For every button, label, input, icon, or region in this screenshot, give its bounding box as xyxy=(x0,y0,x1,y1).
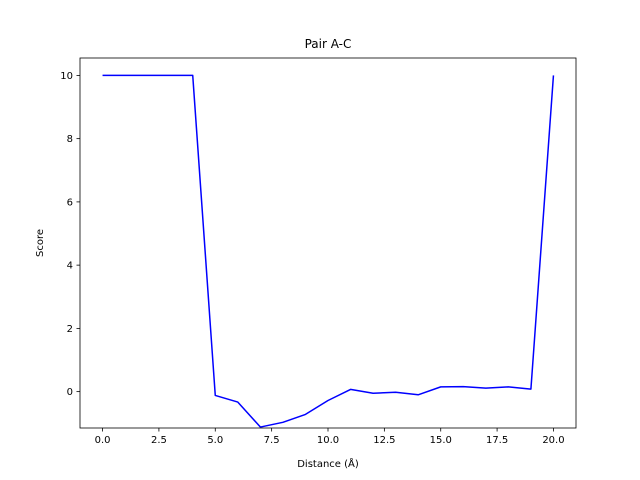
plot-area xyxy=(80,58,576,428)
y-tick-label: 0 xyxy=(67,387,73,398)
y-axis-ticks: 0 2 4 6 8 10 xyxy=(60,71,80,398)
x-tick-label: 20.0 xyxy=(542,435,564,446)
x-tick-label: 2.5 xyxy=(151,435,167,446)
x-tick-label: 17.5 xyxy=(486,435,508,446)
x-tick-label: 12.5 xyxy=(373,435,395,446)
x-tick-label: 7.5 xyxy=(264,435,280,446)
plot-frame xyxy=(79,57,577,429)
series-layer xyxy=(102,74,555,428)
x-tick-label: 15.0 xyxy=(430,435,452,446)
x-tick-label: 10.0 xyxy=(317,435,339,446)
x-tick-label: 0.0 xyxy=(95,435,111,446)
chart-title: Pair A-C xyxy=(305,37,352,51)
x-axis-ticks: 0.0 2.5 5.0 7.5 10.0 12.5 15.0 17.5 20.0 xyxy=(95,428,565,446)
x-tick-label: 5.0 xyxy=(207,435,223,446)
y-tick-label: 6 xyxy=(67,197,73,208)
y-tick-label: 8 xyxy=(67,134,73,145)
y-axis-label: Score xyxy=(35,229,46,257)
y-tick-label: 10 xyxy=(60,71,73,82)
y-tick-label: 2 xyxy=(67,324,73,335)
y-tick-label: 4 xyxy=(67,261,73,272)
x-axis-label: Distance (Å) xyxy=(297,457,359,470)
